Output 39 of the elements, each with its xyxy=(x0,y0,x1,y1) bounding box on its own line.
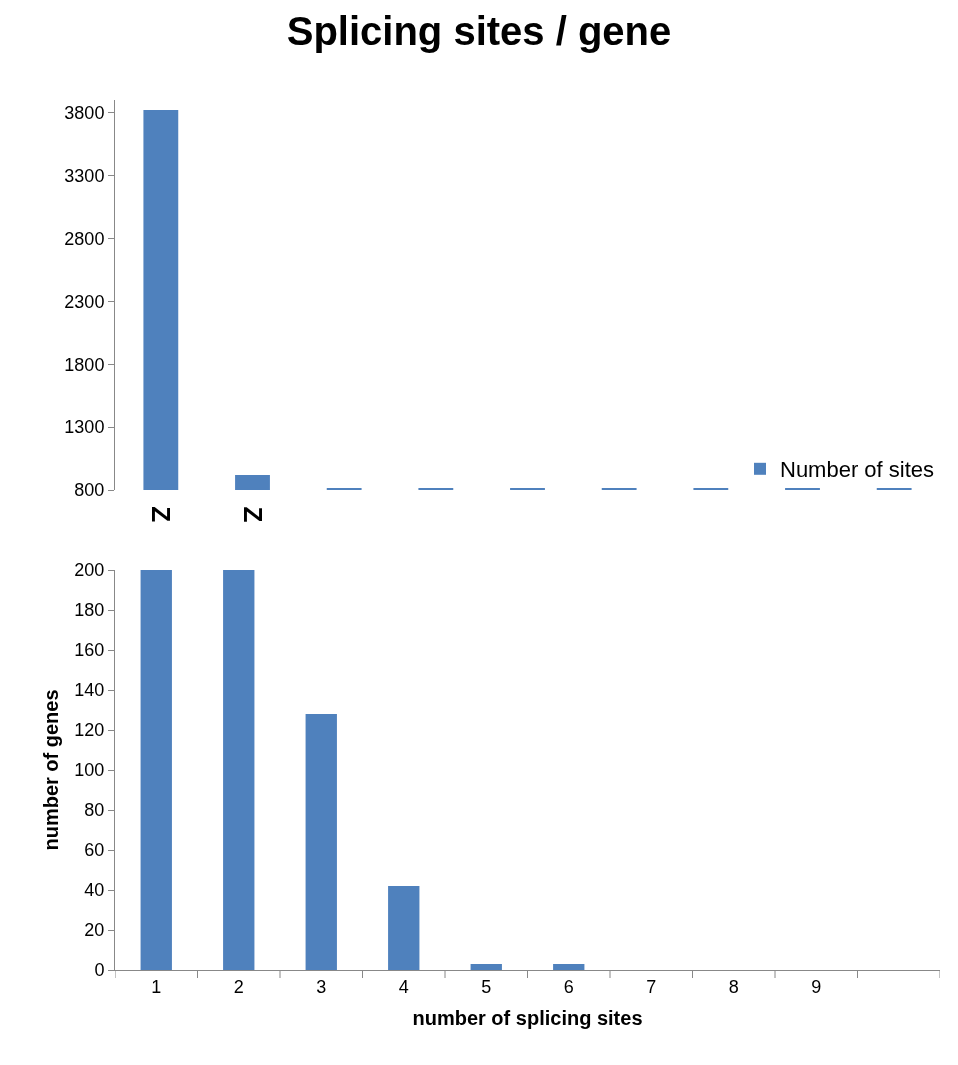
bar xyxy=(388,886,420,970)
y-tick-label: 800 xyxy=(74,480,105,501)
bar xyxy=(223,570,255,970)
x-tick-label: 9 xyxy=(811,976,822,997)
y-tick-label: 20 xyxy=(84,920,105,941)
y-tick-label: 200 xyxy=(74,560,105,581)
legend-label: Number of sites xyxy=(780,457,935,483)
y-tick-label: 120 xyxy=(74,720,105,741)
y-tick-label: 180 xyxy=(74,600,105,621)
chart-title: Splicing sites / gene xyxy=(286,8,672,53)
x-tick-label: 6 xyxy=(563,976,574,997)
bar xyxy=(140,570,172,970)
y-tick-label: 2800 xyxy=(64,228,105,249)
bar xyxy=(553,964,585,970)
y-tick-label: 160 xyxy=(74,640,105,661)
x-tick-label: 2 xyxy=(233,976,244,997)
x-tick-label: 5 xyxy=(481,976,492,997)
x-tick-label: 1 xyxy=(151,976,162,997)
bar xyxy=(470,964,502,970)
text: Z xyxy=(145,506,176,523)
y-tick-label: 0 xyxy=(94,960,105,981)
y-tick-label: 40 xyxy=(84,880,105,901)
y-tick-label: 3800 xyxy=(64,102,105,123)
x-tick-label: 3 xyxy=(316,976,327,997)
y-tick-label: 2300 xyxy=(64,291,105,312)
x-tick-label: 7 xyxy=(646,976,657,997)
y-tick-label: 60 xyxy=(84,840,105,861)
x-tick-label: 8 xyxy=(728,976,739,997)
x-tick-label: 4 xyxy=(398,976,409,997)
bar xyxy=(305,714,337,970)
y-tick-label: 100 xyxy=(74,760,105,781)
x-axis-title: number of splicing sites xyxy=(412,1007,643,1030)
y-tick-label: 1300 xyxy=(64,417,105,438)
y-tick-label: 1800 xyxy=(64,354,105,375)
text: Z xyxy=(237,506,268,523)
y-axis-title: number of genes xyxy=(39,689,62,851)
y-tick-label: 80 xyxy=(84,800,105,821)
y-tick-label: 140 xyxy=(74,680,105,701)
y-tick-label: 3300 xyxy=(64,165,105,186)
